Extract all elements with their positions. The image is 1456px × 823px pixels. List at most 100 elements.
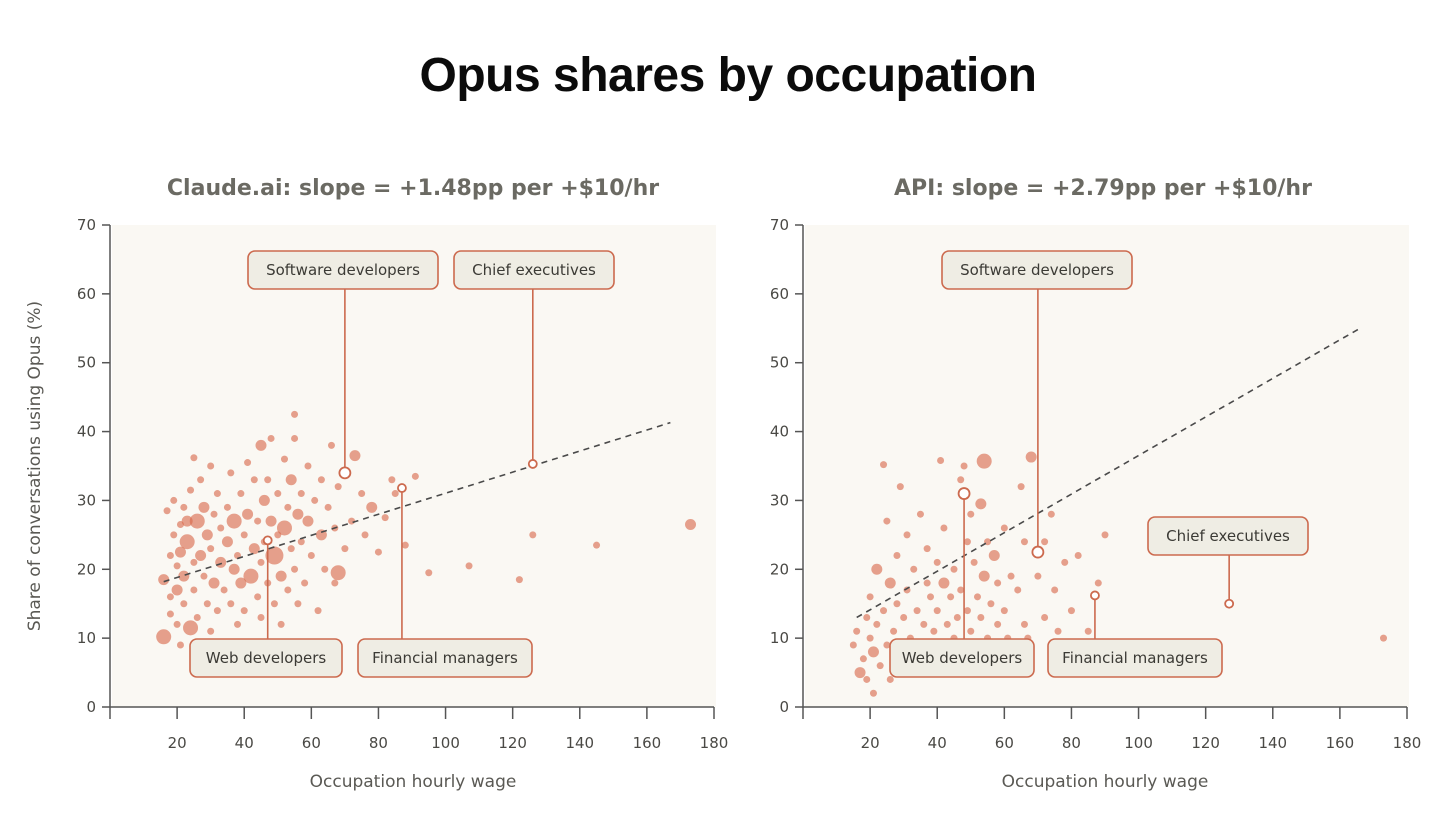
- data-point: [210, 510, 218, 518]
- plot-background: [805, 225, 1409, 707]
- data-point: [291, 410, 299, 418]
- data-point: [938, 577, 950, 589]
- data-point: [1051, 586, 1059, 594]
- callout-label: Web developers: [206, 649, 327, 667]
- data-point: [903, 531, 911, 539]
- x-tick-label: 40: [928, 734, 947, 752]
- data-point: [301, 579, 309, 587]
- data-point: [321, 565, 329, 573]
- data-point: [254, 593, 262, 601]
- data-point: [331, 579, 339, 587]
- y-tick-label: 20: [77, 560, 96, 578]
- data-point: [297, 490, 305, 498]
- callout-label: Web developers: [902, 649, 1023, 667]
- callout-label: Financial managers: [372, 649, 518, 667]
- data-point: [242, 508, 254, 520]
- data-point: [987, 600, 995, 608]
- data-point: [156, 629, 172, 645]
- data-point: [381, 514, 389, 522]
- data-point: [180, 503, 188, 511]
- data-point: [425, 569, 433, 577]
- data-point: [893, 552, 901, 560]
- data-point: [988, 550, 1000, 562]
- data-point: [178, 570, 190, 582]
- data-point: [180, 600, 188, 608]
- data-point: [973, 593, 981, 601]
- data-point: [287, 545, 295, 553]
- data-point: [963, 538, 971, 546]
- data-point: [366, 501, 378, 513]
- y-tick-label: 70: [770, 216, 789, 234]
- data-point: [1017, 483, 1025, 491]
- x-tick-label: 40: [235, 734, 254, 752]
- data-point: [869, 689, 877, 697]
- data-point: [1020, 538, 1028, 546]
- data-point: [163, 507, 171, 515]
- data-point: [896, 483, 904, 491]
- data-point: [201, 529, 213, 541]
- data-point: [933, 558, 941, 566]
- callout-marker: [1224, 598, 1235, 609]
- data-point: [183, 620, 199, 636]
- data-point: [304, 462, 312, 470]
- data-point: [200, 572, 208, 580]
- data-point: [913, 607, 921, 615]
- data-point: [197, 476, 205, 484]
- trend-line: [163, 421, 671, 583]
- data-point: [1094, 579, 1102, 587]
- data-point: [967, 627, 975, 635]
- data-point: [257, 613, 265, 621]
- data-point: [1041, 613, 1049, 621]
- data-point: [221, 536, 233, 548]
- panel-title: Claude.ai: slope = +1.48pp per +$10/hr: [167, 176, 659, 201]
- data-point: [967, 510, 975, 518]
- x-tick-label: 120: [498, 734, 527, 752]
- x-tick-label: 160: [1326, 734, 1355, 752]
- data-point: [1025, 451, 1037, 463]
- data-point: [863, 675, 871, 683]
- data-point: [179, 534, 195, 550]
- data-point: [374, 548, 382, 556]
- data-point: [207, 627, 215, 635]
- data-point: [976, 453, 992, 469]
- data-point: [327, 441, 335, 449]
- data-point: [937, 456, 945, 464]
- data-point: [189, 513, 205, 529]
- data-point: [284, 503, 292, 511]
- data-point: [910, 565, 918, 573]
- data-point: [240, 607, 248, 615]
- x-tick-label: 60: [995, 734, 1014, 752]
- y-tick-label: 60: [770, 285, 789, 303]
- data-point: [174, 546, 186, 558]
- data-point: [257, 558, 265, 566]
- callout-box: [357, 638, 533, 678]
- y-tick-label: 40: [770, 423, 789, 441]
- x-tick-label: 140: [1258, 734, 1287, 752]
- data-point: [317, 476, 325, 484]
- y-tick-label: 40: [77, 423, 96, 441]
- data-point: [170, 531, 178, 539]
- data-point: [226, 513, 242, 529]
- data-point: [158, 574, 170, 586]
- data-point: [411, 472, 419, 480]
- data-point: [170, 496, 178, 504]
- data-point: [267, 434, 275, 442]
- data-point: [361, 531, 369, 539]
- data-point: [198, 501, 210, 513]
- callout-box: [247, 250, 439, 290]
- y-tick-label: 0: [86, 698, 96, 716]
- data-point: [1061, 558, 1069, 566]
- y-tick-label: 60: [77, 285, 96, 303]
- y-tick-label: 50: [770, 354, 789, 372]
- data-point: [1067, 607, 1075, 615]
- callout-box: [453, 250, 615, 290]
- data-point: [1034, 572, 1042, 580]
- data-point: [886, 675, 894, 683]
- data-point: [203, 600, 211, 608]
- data-point: [863, 613, 871, 621]
- data-point: [867, 646, 879, 658]
- data-point: [1000, 607, 1008, 615]
- data-point: [195, 550, 207, 562]
- data-point: [297, 538, 305, 546]
